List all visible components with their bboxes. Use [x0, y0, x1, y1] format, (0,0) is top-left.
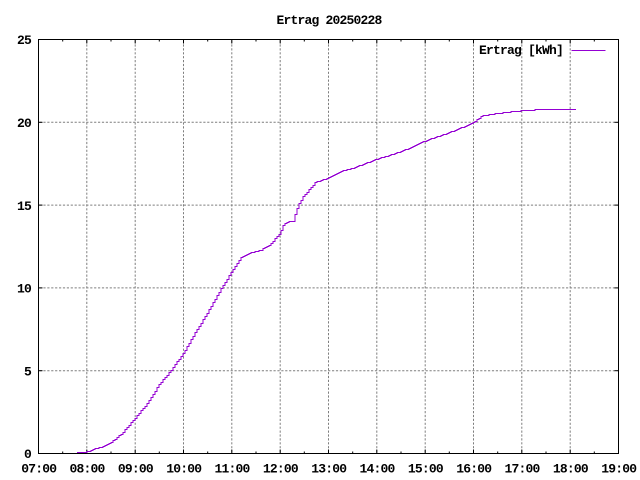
svg-text:09:00: 09:00 — [118, 461, 154, 476]
svg-text:0: 0 — [24, 447, 32, 462]
svg-text:10:00: 10:00 — [166, 461, 202, 476]
svg-text:12:00: 12:00 — [263, 461, 299, 476]
svg-text:Ertrag [kWh]: Ertrag [kWh] — [479, 43, 563, 58]
svg-text:5: 5 — [24, 364, 32, 379]
svg-text:13:00: 13:00 — [311, 461, 347, 476]
svg-text:16:00: 16:00 — [456, 461, 492, 476]
svg-text:15: 15 — [17, 199, 32, 214]
svg-text:20: 20 — [17, 116, 32, 131]
svg-text:17:00: 17:00 — [504, 461, 540, 476]
svg-text:18:00: 18:00 — [553, 461, 589, 476]
svg-text:14:00: 14:00 — [359, 461, 395, 476]
svg-text:08:00: 08:00 — [69, 461, 105, 476]
svg-text:Ertrag 20250228: Ertrag 20250228 — [276, 13, 382, 28]
svg-text:19:00: 19:00 — [601, 461, 637, 476]
svg-text:25: 25 — [17, 33, 32, 48]
svg-text:11:00: 11:00 — [214, 461, 250, 476]
svg-text:15:00: 15:00 — [408, 461, 444, 476]
svg-text:10: 10 — [17, 282, 32, 297]
svg-text:07:00: 07:00 — [21, 461, 57, 476]
